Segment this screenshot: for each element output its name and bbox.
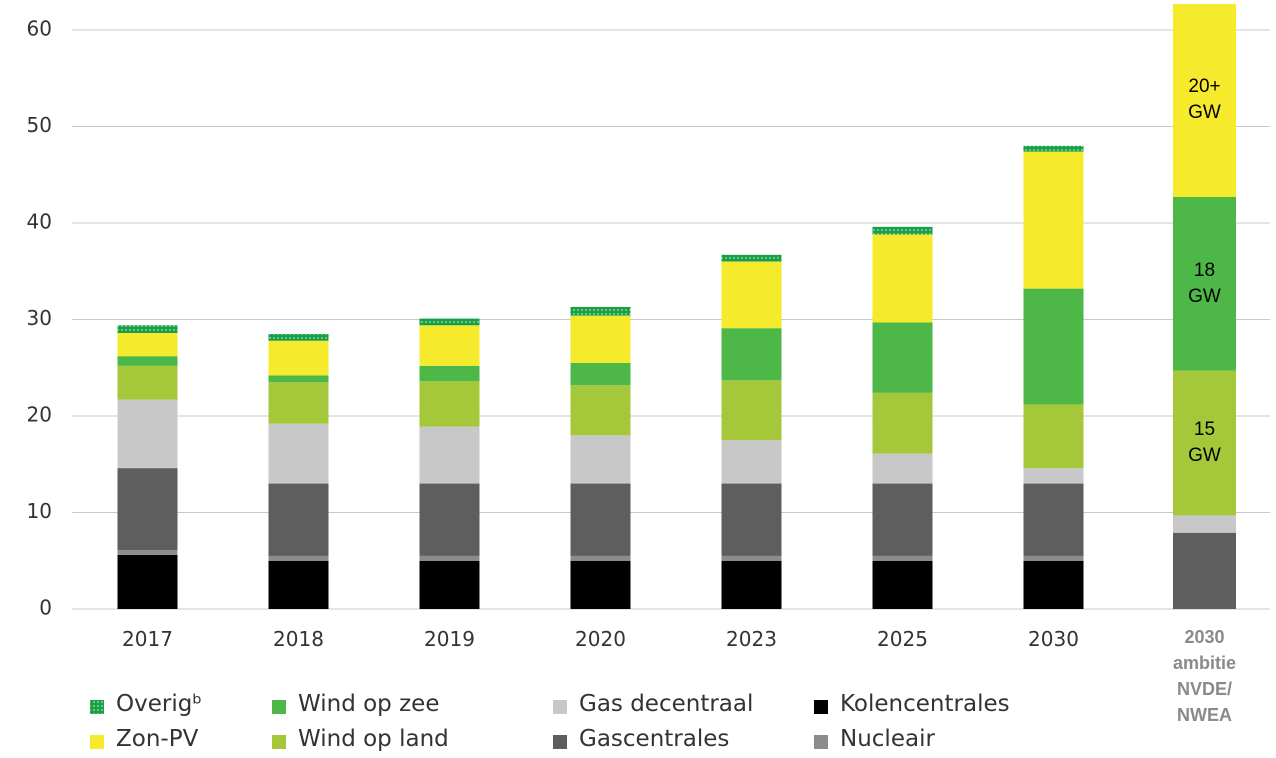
bar-segment — [117, 554, 178, 609]
bar-segment — [1173, 532, 1236, 609]
bar-segment — [268, 423, 329, 484]
x-tick-label: 2017 — [122, 627, 173, 651]
bar-segment — [268, 382, 329, 424]
x-tick-label: 2030 ambitie NVDE/ NWEA — [1172, 627, 1237, 725]
bar-segment — [872, 234, 933, 323]
bar-segment — [268, 560, 329, 609]
bar-segment — [419, 365, 480, 382]
bar-segment — [872, 560, 933, 609]
x-tick-label: 2019 — [424, 627, 475, 651]
y-tick-label: 20 — [27, 403, 52, 427]
y-tick-label: 60 — [27, 17, 52, 41]
legend-swatch — [272, 735, 286, 749]
bar-segment — [721, 328, 782, 381]
bar-segment — [419, 325, 480, 366]
bar-segment — [117, 365, 178, 400]
bar-segment — [570, 385, 631, 436]
x-tick-label: 2030 — [1028, 627, 1079, 651]
y-tick-label: 0 — [39, 596, 52, 620]
legend-swatch — [553, 735, 567, 749]
bar-segment — [570, 315, 631, 363]
bar-segment — [1173, 3, 1236, 197]
bar-segment — [1023, 468, 1084, 484]
bar-segment — [570, 306, 631, 316]
y-tick-label: 10 — [27, 499, 52, 523]
legend-label: Overigᵇ — [116, 691, 203, 717]
bar-segment — [268, 340, 329, 376]
bar-segment — [268, 555, 329, 561]
bar-segment — [570, 560, 631, 609]
legend-swatch — [553, 700, 567, 714]
bar-segment — [1023, 145, 1084, 152]
bar-segment — [117, 356, 178, 366]
y-tick-label: 30 — [27, 306, 52, 330]
bar-segment — [419, 555, 480, 561]
bar-segment — [419, 381, 480, 427]
bar-segment — [1023, 555, 1084, 561]
y-tick-label: 40 — [27, 210, 52, 234]
legend-swatch — [814, 700, 828, 714]
bar-segment — [721, 440, 782, 484]
bar-segment — [570, 555, 631, 561]
bar-segment — [419, 560, 480, 609]
value-label: 15 GW — [1188, 419, 1221, 467]
legend-swatch — [272, 700, 286, 714]
bar-segment — [1023, 288, 1084, 405]
bar-segment — [872, 483, 933, 556]
bar-segment — [268, 375, 329, 383]
legend-label: Zon-PV — [116, 726, 199, 752]
legend-label: Nucleair — [840, 726, 935, 752]
value-label: 20+ GW — [1188, 76, 1221, 124]
legend-swatch — [814, 735, 828, 749]
bar-segment — [570, 483, 631, 556]
bar-segment — [721, 254, 782, 262]
bar-segment — [1173, 370, 1236, 516]
bar-segment — [721, 560, 782, 609]
x-tick-label: 2025 — [877, 627, 928, 651]
legend-swatch — [90, 735, 104, 749]
bar-segment — [721, 261, 782, 329]
legend-label: Kolencentrales — [840, 691, 1010, 717]
y-tick-label: 50 — [27, 113, 52, 137]
bar-segment — [1023, 483, 1084, 556]
bar-segment — [721, 380, 782, 441]
legend-label: Gas decentraal — [579, 691, 754, 717]
bar-segment — [1023, 151, 1084, 289]
legend-label: Wind op zee — [298, 691, 440, 717]
x-tick-label: 2018 — [273, 627, 324, 651]
bar-segment — [419, 426, 480, 484]
bar-segment — [1173, 515, 1236, 533]
legend-label: Wind op land — [298, 726, 449, 752]
bar-segment — [1173, 196, 1236, 371]
x-tick-label: 2020 — [575, 627, 626, 651]
bar-segment — [117, 468, 178, 551]
bar-segment — [872, 392, 933, 454]
bar-segment — [117, 550, 178, 555]
x-tick-label: 2023 — [726, 627, 777, 651]
bar-segment — [721, 483, 782, 556]
bar-segment — [268, 483, 329, 556]
bar-segment — [872, 453, 933, 484]
bar-segment — [872, 555, 933, 561]
legend-swatch — [90, 700, 104, 714]
bar-segment — [872, 322, 933, 393]
bar-segment — [117, 333, 178, 357]
bar-segment — [268, 333, 329, 341]
bar-segment — [721, 555, 782, 561]
bar-segment — [570, 362, 631, 386]
bar-segment — [1023, 560, 1084, 609]
value-label: 18 GW — [1188, 259, 1221, 307]
bar-segment — [117, 325, 178, 334]
bar-segment — [872, 226, 933, 235]
bar-segment — [117, 399, 178, 469]
bar-segment — [1023, 404, 1084, 469]
bar-segment — [419, 483, 480, 556]
legend-label: Gascentrales — [579, 726, 730, 752]
bar-segment — [419, 318, 480, 326]
bar-segment — [570, 435, 631, 484]
